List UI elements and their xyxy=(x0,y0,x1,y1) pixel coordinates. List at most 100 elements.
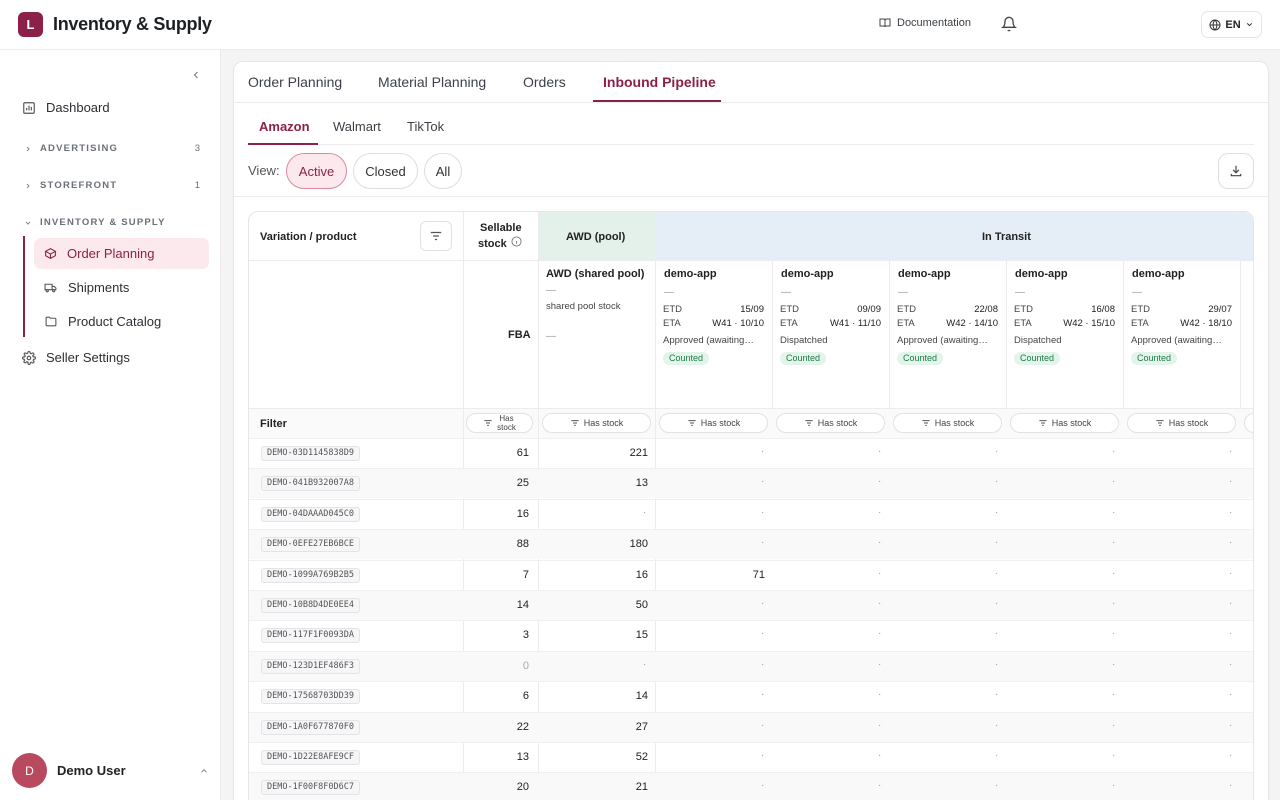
download-button[interactable] xyxy=(1218,153,1254,189)
table-row[interactable]: DEMO-1A0F677870F0 22 27 · · · · · xyxy=(249,711,1253,742)
tab-material-planning[interactable]: Material Planning xyxy=(378,74,487,90)
table-row[interactable]: DEMO-1F00F8F0D6C7 20 21 · · · · · xyxy=(249,772,1253,800)
shipment-card[interactable]: demo-app — ETD 16/08 ETA W42 · 15/10 Dispatche… xyxy=(1006,260,1123,408)
info-icon[interactable] xyxy=(511,236,522,247)
app-logo[interactable]: L xyxy=(18,12,43,37)
sku-tag: DEMO-04DAAAD045C0 xyxy=(261,506,360,522)
table-row[interactable]: DEMO-10B8D4DE0EE4 14 50 · · · · · xyxy=(249,590,1253,620)
table-row[interactable]: DEMO-17568703DD39 6 14 · · · · · xyxy=(249,681,1253,711)
sidebar-item-dashboard[interactable]: Dashboard xyxy=(22,100,110,115)
sku-tag: DEMO-041B932007A8 xyxy=(261,476,360,492)
section-label: STOREFRONT xyxy=(40,180,118,191)
has-stock-filter[interactable]: Has stock xyxy=(893,413,1002,433)
sidebar-item-shipments[interactable]: Shipments xyxy=(34,272,209,303)
etd-value: 29/07 xyxy=(1208,304,1232,315)
transit-header-bg xyxy=(655,212,1253,260)
shipment-status: Approved (awaiting… xyxy=(1131,335,1222,346)
empty-mark: · xyxy=(878,719,882,731)
chevron-right-icon xyxy=(26,146,30,151)
sidebar-section-inventory[interactable]: INVENTORY & SUPPLY xyxy=(24,217,200,228)
has-stock-filter[interactable]: Has stock xyxy=(659,413,768,433)
book-icon xyxy=(879,18,891,28)
column-divider xyxy=(655,212,656,800)
section-label: INVENTORY & SUPPLY xyxy=(40,217,166,228)
shipment-card[interactable]: demo-app — ETD 29/07 ETA W42 · 18/10 Approved … xyxy=(1123,260,1240,408)
table-row[interactable]: DEMO-0EFE27EB6BCE 88 180 · · · · · xyxy=(249,529,1253,560)
empty-mark: · xyxy=(878,506,882,518)
shipment-status: Approved (awaiting… xyxy=(663,335,754,346)
empty-mark: · xyxy=(1112,567,1116,579)
tab-inbound-pipeline[interactable]: Inbound Pipeline xyxy=(603,74,716,90)
awd-value: 180 xyxy=(629,538,648,551)
view-active-button[interactable]: Active xyxy=(286,153,347,189)
shipment-dash: — xyxy=(1015,287,1025,298)
counted-badge: Counted xyxy=(663,352,710,365)
sidebar-section-storefront[interactable]: STOREFRONT 1 xyxy=(24,180,200,191)
has-stock-filter[interactable]: Has stock xyxy=(542,413,651,433)
empty-mark: · xyxy=(995,750,999,761)
collapse-sidebar-icon[interactable] xyxy=(190,69,202,81)
sidebar-item-label: Product Catalog xyxy=(68,314,162,329)
empty-mark: · xyxy=(1229,446,1233,457)
filter-pill-label: Has stock xyxy=(934,418,975,428)
awd-value: 221 xyxy=(629,447,648,459)
table-row[interactable]: DEMO-041B932007A8 25 13 · · · · · xyxy=(249,468,1253,499)
divider xyxy=(234,196,1268,197)
shipment-card[interactable]: demo-app — ETD 09/09 ETA W41 · 11/10 Dispatche… xyxy=(772,260,889,408)
empty-mark: · xyxy=(1112,598,1116,609)
tree-indicator xyxy=(23,236,25,337)
truck-icon xyxy=(44,283,57,293)
view-all-button[interactable]: All xyxy=(424,153,462,189)
filter-lines-icon xyxy=(430,231,442,241)
empty-mark: · xyxy=(761,658,765,670)
sellable-value: 0 xyxy=(522,659,529,672)
shipment-card[interactable]: demo-app — ETD 15/09 ETA W41 · 10/10 Approved … xyxy=(655,260,772,408)
sku-tag: DEMO-123D1EF486F3 xyxy=(261,658,360,674)
sellable-has-stock-filter[interactable]: Has stock xyxy=(466,413,533,433)
sidebar-item-order-planning[interactable]: Order Planning xyxy=(34,238,209,269)
tab-order-planning[interactable]: Order Planning xyxy=(248,74,343,90)
column-filter-button[interactable] xyxy=(420,221,452,251)
subtab-tiktok[interactable]: TikTok xyxy=(407,119,445,134)
table-row[interactable]: DEMO-1099A769B2B5 7 16 71 · · · · xyxy=(249,559,1253,590)
etd-value: 09/09 xyxy=(857,304,881,315)
has-stock-filter[interactable]: Has stock xyxy=(1127,413,1236,433)
has-stock-filter[interactable]: Has stock xyxy=(1010,413,1119,433)
sidebar-item-label: Seller Settings xyxy=(46,350,130,365)
language-selector[interactable]: EN xyxy=(1201,11,1262,38)
header-divider xyxy=(249,260,1253,261)
empty-mark: · xyxy=(761,719,765,731)
empty-mark: · xyxy=(761,537,765,549)
documentation-link[interactable]: Documentation xyxy=(879,17,971,29)
table-row[interactable]: DEMO-117F1F0093DA 3 15 · · · · · xyxy=(249,620,1253,650)
tab-orders[interactable]: Orders xyxy=(523,74,566,90)
language-label: EN xyxy=(1225,18,1241,31)
user-menu[interactable]: D Demo User xyxy=(12,753,212,788)
subtab-amazon[interactable]: Amazon xyxy=(259,119,310,134)
view-closed-button[interactable]: Closed xyxy=(353,153,418,189)
etd-value: 16/08 xyxy=(1091,304,1115,315)
empty-mark: · xyxy=(1229,476,1233,488)
sku-tag: DEMO-1A0F677870F0 xyxy=(261,719,360,735)
empty-mark: · xyxy=(761,780,765,792)
eta-value: W42 · 14/10 xyxy=(946,318,998,329)
sidebar-section-advertising[interactable]: ADVERTISING 3 xyxy=(24,143,200,154)
table-row[interactable]: DEMO-1D22E8AFE9CF 13 52 · · · · · xyxy=(249,742,1253,772)
filter-lines-icon xyxy=(1156,420,1164,426)
app-title: Inventory & Supply xyxy=(53,14,212,34)
filter-lines-icon xyxy=(1039,420,1047,426)
sellable-value: 25 xyxy=(516,477,529,490)
empty-mark: · xyxy=(1112,689,1116,701)
has-stock-filter[interactable]: Has stock xyxy=(776,413,885,433)
shipment-card[interactable]: demo-app — ETD 22/08 ETA W42 · 14/10 Approved … xyxy=(889,260,1006,408)
table-row[interactable]: DEMO-03D1145838D9 61 221 · · · · · xyxy=(249,438,1253,468)
subtab-walmart[interactable]: Walmart xyxy=(333,119,381,134)
table-row[interactable]: DEMO-123D1EF486F3 0 · · · · · · xyxy=(249,650,1253,681)
shipment-dash: — xyxy=(781,287,791,298)
bell-icon[interactable] xyxy=(1001,16,1017,32)
empty-mark: · xyxy=(761,506,765,518)
sidebar-item-seller-settings[interactable]: Seller Settings xyxy=(22,350,130,365)
sidebar-item-product-catalog[interactable]: Product Catalog xyxy=(34,306,209,337)
empty-mark: · xyxy=(1112,719,1116,731)
table-row[interactable]: DEMO-04DAAAD045C0 16 · · · · · · xyxy=(249,498,1253,529)
